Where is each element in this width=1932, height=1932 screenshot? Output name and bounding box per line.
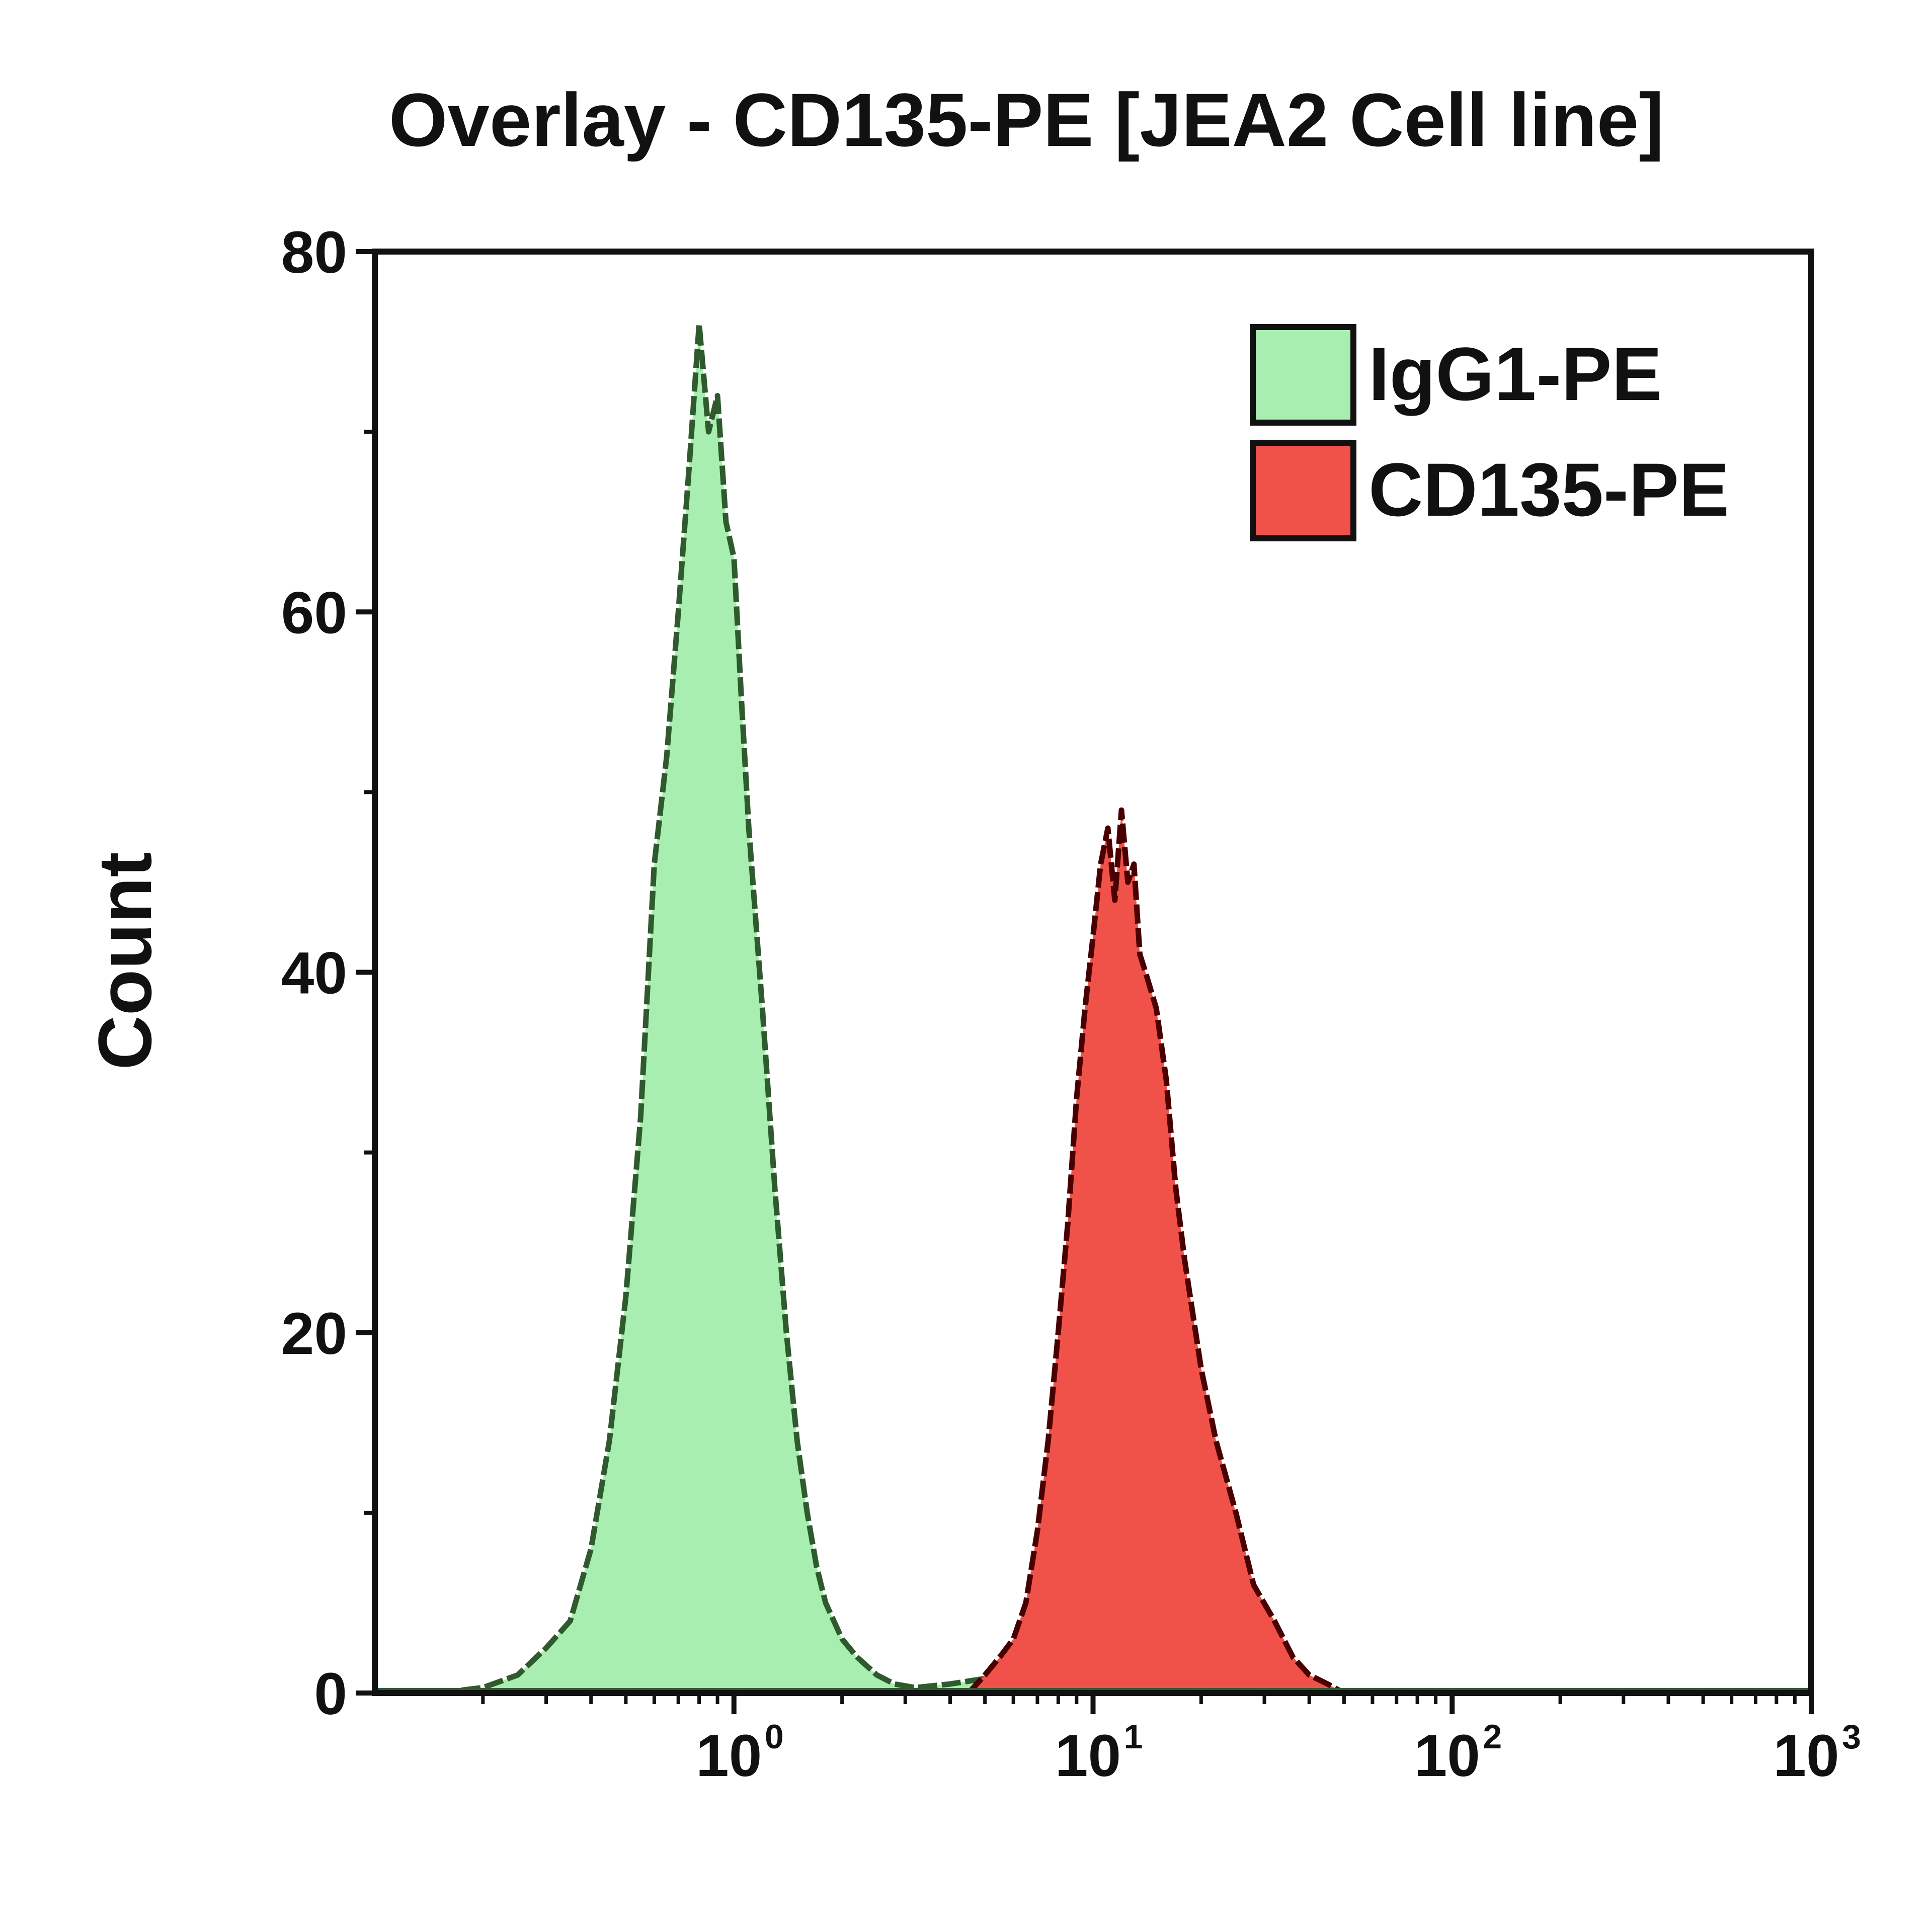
series-area-cd135-pe [965, 807, 1347, 1696]
x-tick-label: 10 [1055, 1723, 1121, 1789]
x-tick-label: 10 [1773, 1723, 1839, 1789]
y-axis: 0 20 40 60 80 [281, 219, 375, 1727]
legend-label: IgG1-PE [1369, 332, 1662, 416]
legend: IgG1-PE CD135-PE [1250, 324, 1729, 541]
y-tick-label: 80 [281, 219, 347, 286]
y-axis-label: Count [83, 852, 167, 1070]
x-tick-label: 10 [696, 1723, 762, 1789]
x-tick-label: 10 [1414, 1723, 1480, 1789]
x-tick-exponent: 0 [765, 1718, 784, 1756]
y-tick-label: 20 [281, 1301, 347, 1367]
x-tick-exponent: 3 [1842, 1718, 1861, 1756]
x-tick-exponent: 1 [1124, 1718, 1143, 1756]
x-axis: 10 0 10 1 10 2 10 3 [481, 1693, 1861, 1789]
y-tick-label: 0 [314, 1661, 347, 1727]
y-tick-label: 60 [281, 580, 347, 646]
series-area-igg1-pe [435, 320, 1096, 1696]
x-tick-exponent: 2 [1483, 1718, 1502, 1756]
legend-label: CD135-PE [1369, 447, 1729, 532]
legend-swatch [1250, 440, 1356, 541]
chart-title: Overlay - CD135-PE [JEA2 Cell line] [389, 77, 1664, 162]
y-tick-label: 40 [281, 940, 347, 1007]
legend-swatch [1250, 324, 1356, 426]
